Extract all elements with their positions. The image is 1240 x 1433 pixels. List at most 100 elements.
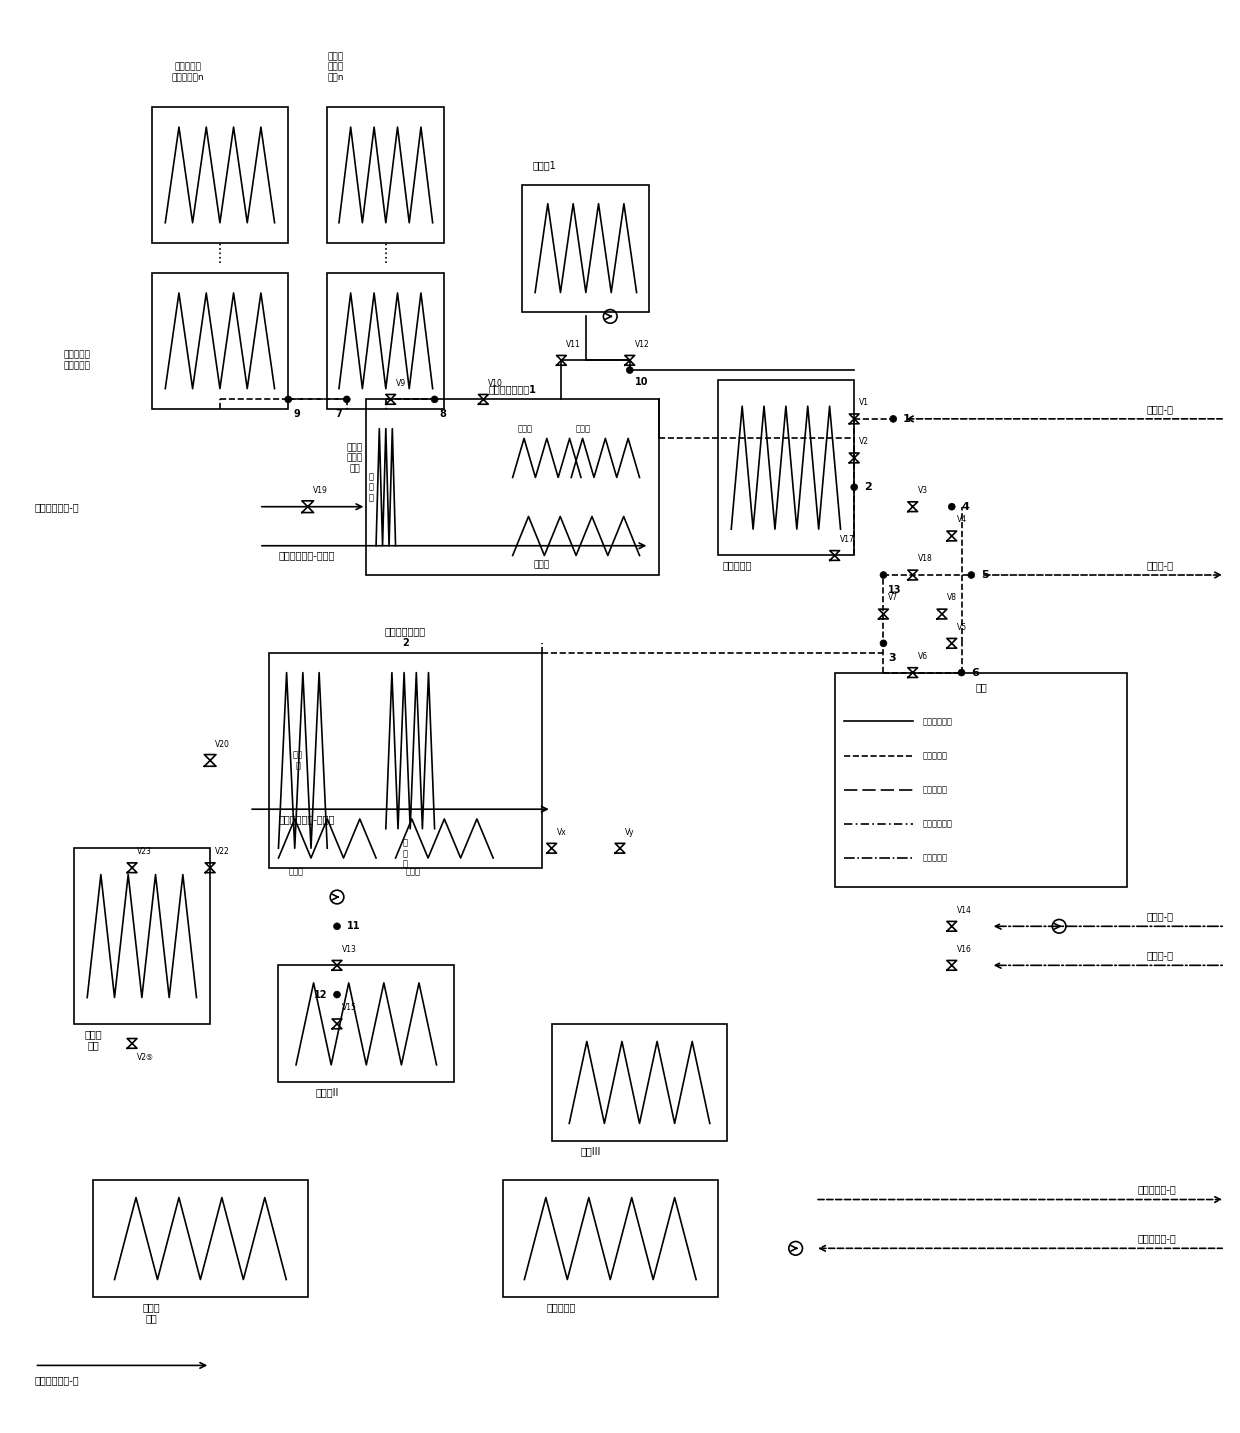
Bar xyxy=(73,848,210,1025)
Bar xyxy=(151,272,288,408)
Circle shape xyxy=(334,992,341,997)
Text: 冷冻水管路: 冷冻水管路 xyxy=(923,751,947,759)
Text: V9: V9 xyxy=(396,378,405,388)
Text: 8: 8 xyxy=(439,408,446,418)
Text: 冷冻水-回: 冷冻水-回 xyxy=(1147,404,1174,414)
Text: V7: V7 xyxy=(888,593,899,602)
Text: 内部驱动热源-凝水出: 内部驱动热源-凝水出 xyxy=(279,550,335,560)
Text: 供热水-回: 供热水-回 xyxy=(1147,911,1174,921)
Text: 13: 13 xyxy=(888,585,901,595)
Text: 溶液再冷器: 溶液再冷器 xyxy=(547,1303,577,1313)
Circle shape xyxy=(968,572,975,579)
Bar xyxy=(835,672,1127,887)
Text: V22: V22 xyxy=(215,847,229,856)
Bar xyxy=(279,966,454,1082)
Bar xyxy=(93,1179,308,1297)
Text: V18: V18 xyxy=(918,555,932,563)
Text: V5: V5 xyxy=(956,622,967,632)
Text: V16: V16 xyxy=(956,944,971,953)
Text: V17: V17 xyxy=(839,535,854,543)
Text: V8: V8 xyxy=(947,593,957,602)
Bar xyxy=(327,272,444,408)
Circle shape xyxy=(949,503,955,510)
Bar xyxy=(327,106,444,244)
Text: 矿井排风废
热回收装置: 矿井排风废 热回收装置 xyxy=(63,351,91,370)
Text: 9: 9 xyxy=(293,408,300,418)
Bar xyxy=(718,380,854,556)
Text: 冷凝器: 冷凝器 xyxy=(288,868,304,877)
Text: 供热水管路: 供热水管路 xyxy=(923,854,947,863)
Text: 蒸发器: 蒸发器 xyxy=(534,560,551,569)
Text: V14: V14 xyxy=(956,906,971,914)
Text: 矿井排风废
热回收装置n: 矿井排风废 热回收装置n xyxy=(171,63,203,82)
Text: 除湿浓溶液-供: 除湿浓溶液-供 xyxy=(1137,1185,1176,1195)
Text: 蒸
发
器: 蒸 发 器 xyxy=(403,838,408,868)
Text: 外部驱动热源-供: 外部驱动热源-供 xyxy=(35,502,79,512)
Text: V4: V4 xyxy=(956,516,967,524)
Circle shape xyxy=(343,396,350,403)
Text: 图例: 图例 xyxy=(975,682,987,692)
Circle shape xyxy=(285,396,291,403)
Text: 吸收式热泵机组1: 吸收式热泵机组1 xyxy=(489,384,537,394)
Text: V13: V13 xyxy=(342,944,357,953)
Text: V2⑤: V2⑤ xyxy=(136,1053,154,1062)
Text: 除湿溶液管路: 除湿溶液管路 xyxy=(923,820,952,828)
Circle shape xyxy=(880,641,887,646)
Text: V10: V10 xyxy=(489,378,503,388)
Text: V3: V3 xyxy=(918,486,928,494)
Text: 矿井水
地热回
收器n: 矿井水 地热回 收器n xyxy=(327,53,343,82)
Text: V15: V15 xyxy=(342,1003,357,1012)
Text: V6: V6 xyxy=(918,652,928,661)
Circle shape xyxy=(626,367,634,374)
Text: V12: V12 xyxy=(635,340,650,348)
Circle shape xyxy=(880,572,887,579)
Text: 溶液再
生器: 溶液再 生器 xyxy=(143,1303,160,1324)
Circle shape xyxy=(334,923,341,930)
Text: 低压蒸汽管路: 低压蒸汽管路 xyxy=(923,716,952,727)
Text: 冷却塔1: 冷却塔1 xyxy=(532,160,556,171)
Text: 汽水换
热器: 汽水换 热器 xyxy=(84,1029,102,1050)
Text: 除湿稀溶液-回: 除湿稀溶液-回 xyxy=(1137,1234,1176,1244)
Text: 2: 2 xyxy=(864,481,872,492)
Text: V20: V20 xyxy=(215,739,229,748)
Text: 10: 10 xyxy=(635,377,649,387)
Text: Vy: Vy xyxy=(625,827,635,837)
Circle shape xyxy=(959,669,965,676)
Text: 冷却水管路: 冷却水管路 xyxy=(923,785,947,794)
Text: 11: 11 xyxy=(347,921,361,931)
Text: 12: 12 xyxy=(314,990,327,1000)
Bar xyxy=(151,106,288,244)
Text: 冷凝器: 冷凝器 xyxy=(517,424,532,434)
Text: 冷却塔II: 冷却塔II xyxy=(315,1088,339,1098)
Text: V2: V2 xyxy=(859,437,869,446)
Text: 吸收器: 吸收器 xyxy=(405,868,420,877)
Text: 吸收器: 吸收器 xyxy=(577,424,591,434)
Text: 6: 6 xyxy=(971,668,980,678)
Text: 吸收式热泵机组
2: 吸收式热泵机组 2 xyxy=(384,626,425,648)
Text: 发
生
器: 发 生 器 xyxy=(368,473,373,502)
Circle shape xyxy=(851,484,858,490)
Text: 矿井水
地热回
收器: 矿井水 地热回 收器 xyxy=(347,443,363,473)
Text: 冷冻水-供: 冷冻水-供 xyxy=(1147,560,1174,570)
Text: 发生
器: 发生 器 xyxy=(293,751,303,770)
Text: 外部驱动热源-回: 外部驱动热源-回 xyxy=(35,1376,79,1386)
Text: V23: V23 xyxy=(136,847,151,856)
Text: V1: V1 xyxy=(859,398,869,407)
Bar xyxy=(269,653,542,868)
Text: Vx: Vx xyxy=(557,827,567,837)
Text: 风冷换热器: 风冷换热器 xyxy=(723,560,751,570)
Text: V19: V19 xyxy=(312,486,327,494)
Bar xyxy=(552,1025,728,1141)
Text: 5: 5 xyxy=(981,570,988,580)
Circle shape xyxy=(432,396,438,403)
Text: 7: 7 xyxy=(335,408,342,418)
Text: 供热水-供: 供热水-供 xyxy=(1147,950,1174,960)
Text: 1: 1 xyxy=(903,414,910,424)
Text: 4: 4 xyxy=(961,502,970,512)
Text: 3: 3 xyxy=(888,653,897,663)
Text: 内部驱动热源-凝水出: 内部驱动热源-凝水出 xyxy=(279,814,335,824)
Bar xyxy=(503,1179,718,1297)
Text: 冷却III: 冷却III xyxy=(580,1146,601,1156)
Bar xyxy=(522,185,650,311)
Bar xyxy=(366,400,658,575)
